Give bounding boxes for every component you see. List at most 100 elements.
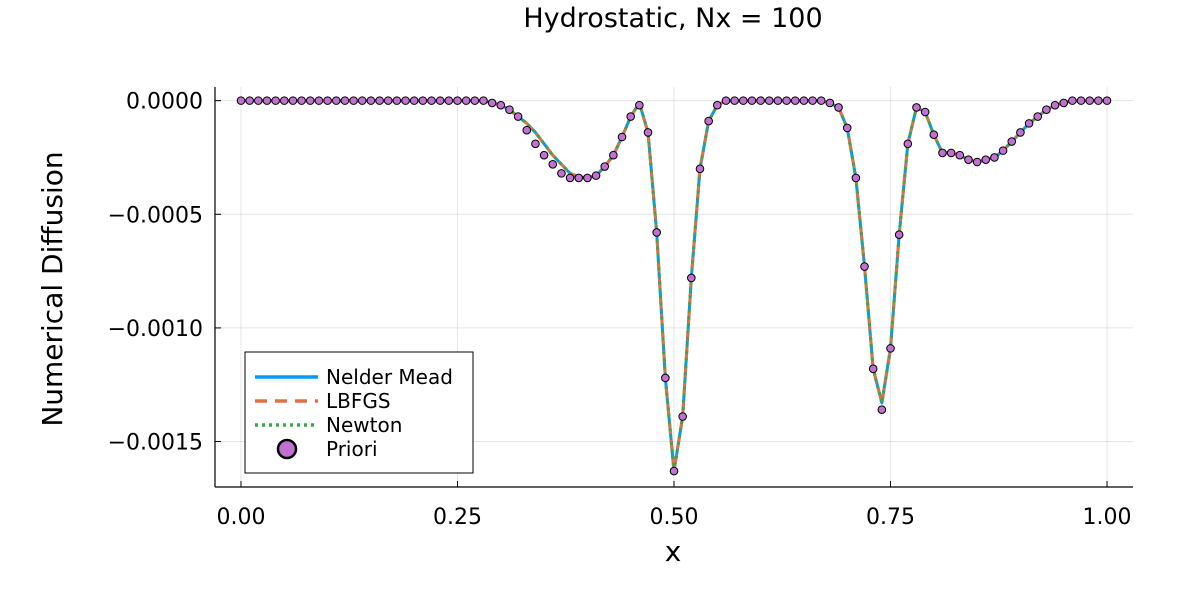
data-point — [505, 105, 514, 115]
data-point — [479, 96, 488, 105]
data-point — [808, 96, 817, 105]
data-point — [565, 173, 575, 183]
x-tick-label: 0.50 — [650, 505, 699, 530]
y-tick-label: −0.0010 — [108, 317, 203, 342]
data-point — [444, 96, 454, 105]
data-point — [964, 155, 973, 165]
data-point — [1042, 105, 1051, 115]
data-point — [929, 130, 939, 140]
data-point — [894, 230, 904, 240]
data-point — [938, 148, 947, 158]
data-point — [842, 123, 852, 133]
data-point — [756, 96, 765, 105]
data-point — [886, 344, 895, 353]
data-point — [583, 173, 592, 183]
data-point — [496, 100, 506, 110]
data-point — [816, 96, 826, 105]
data-point — [349, 96, 358, 105]
x-tick-label: 1.00 — [1083, 505, 1132, 530]
data-point — [271, 96, 280, 105]
data-point — [470, 96, 480, 105]
data-point — [661, 373, 670, 383]
data-point — [920, 107, 930, 117]
data-point — [461, 96, 471, 105]
data-point — [799, 96, 809, 105]
data-point — [946, 148, 956, 158]
data-point — [297, 96, 306, 105]
x-tick-label: 0.25 — [433, 505, 482, 530]
data-point — [669, 466, 679, 476]
legend-label: Priori — [326, 437, 378, 461]
data-point — [695, 164, 705, 174]
data-point — [392, 96, 402, 105]
legend-label: LBFGS — [326, 389, 391, 413]
data-point — [825, 98, 835, 108]
data-point — [254, 96, 263, 105]
data-point — [427, 96, 436, 105]
data-point — [1033, 112, 1043, 121]
series-layer — [236, 96, 1112, 476]
data-point — [401, 96, 410, 105]
data-point — [713, 100, 722, 110]
data-point — [288, 96, 298, 105]
data-point — [730, 96, 739, 105]
data-point — [972, 157, 982, 167]
data-point — [981, 155, 991, 165]
data-point — [687, 273, 696, 283]
y-tick-label: −0.0005 — [108, 203, 203, 228]
data-point — [418, 96, 428, 105]
data-point — [1007, 137, 1017, 146]
data-point — [340, 96, 350, 105]
data-point — [357, 96, 367, 105]
data-point — [609, 150, 618, 160]
data-point — [366, 96, 376, 105]
data-point — [1094, 96, 1103, 105]
data-point — [643, 128, 653, 137]
data-point — [851, 173, 861, 183]
data-point — [409, 96, 419, 105]
data-point — [678, 412, 687, 421]
data-point — [1016, 128, 1025, 137]
data-point — [990, 153, 999, 162]
data-point — [245, 96, 254, 105]
series-priori-markers — [236, 96, 1112, 476]
data-point — [557, 169, 566, 178]
ticks: 0.00 0.25 0.50 0.75 1.00 0.0000 −0.0005 −0.0010… — [108, 90, 1132, 530]
data-point — [453, 96, 462, 105]
data-point — [487, 98, 497, 108]
data-point — [903, 139, 913, 149]
data-point — [912, 103, 921, 112]
data-point — [1076, 96, 1086, 105]
data-point — [773, 96, 783, 105]
data-point — [539, 150, 549, 160]
data-point — [635, 100, 644, 110]
y-tick-label: −0.0015 — [108, 431, 203, 456]
data-point — [747, 96, 757, 105]
data-point — [782, 96, 791, 105]
legend-marker — [276, 438, 298, 460]
y-axis-label: Numerical Diffusion — [36, 151, 69, 426]
data-point — [1068, 96, 1077, 105]
data-point — [652, 228, 661, 237]
data-point — [1102, 96, 1112, 105]
data-point — [531, 139, 540, 149]
data-point — [375, 96, 384, 105]
data-point — [955, 150, 965, 160]
data-point — [617, 132, 627, 142]
data-point — [305, 96, 315, 105]
data-point — [868, 364, 878, 374]
data-point — [600, 162, 610, 171]
data-point — [1085, 96, 1094, 105]
data-point — [764, 96, 774, 105]
data-point — [435, 96, 445, 105]
data-point — [279, 96, 289, 105]
data-point — [1024, 119, 1034, 128]
data-point — [721, 96, 731, 105]
data-point — [262, 96, 272, 105]
data-point — [591, 171, 601, 180]
data-point — [314, 96, 324, 105]
data-point — [513, 112, 523, 121]
